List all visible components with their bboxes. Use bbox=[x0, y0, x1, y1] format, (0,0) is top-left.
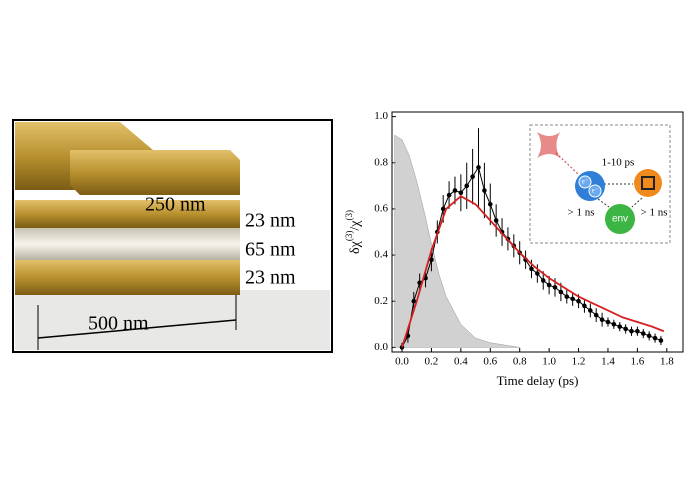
y-tick-label: 0.0 bbox=[374, 341, 388, 353]
data-point bbox=[582, 303, 587, 309]
timescale-label: 1-10 ps bbox=[602, 157, 635, 169]
data-point bbox=[658, 338, 664, 343]
data-point bbox=[593, 312, 599, 318]
illustration: 250 nm 23 nm 65 nm 23 nm 500 nm bbox=[12, 119, 333, 353]
data-point bbox=[646, 333, 652, 339]
data-point bbox=[458, 190, 464, 196]
time-label: > 1 ns bbox=[641, 207, 668, 219]
x-tick-label: 0.8 bbox=[513, 356, 527, 368]
x-tick-label: 1.6 bbox=[631, 356, 645, 368]
y-axis-label-part: δχ bbox=[348, 240, 363, 254]
data-point bbox=[493, 218, 499, 223]
data-point bbox=[611, 322, 617, 327]
gold-layer bbox=[15, 260, 240, 295]
data-point bbox=[623, 326, 628, 332]
dim-label: 23 nm bbox=[245, 210, 296, 232]
data-point bbox=[552, 285, 558, 290]
y-tick-label: 0.6 bbox=[374, 202, 388, 214]
lattice-node bbox=[634, 169, 662, 197]
data-point bbox=[576, 298, 581, 304]
electron bbox=[588, 184, 602, 198]
x-tick-label: 1.2 bbox=[572, 356, 586, 368]
data-point bbox=[635, 328, 640, 334]
dielectric-layer bbox=[15, 228, 240, 260]
substrate bbox=[15, 290, 330, 350]
electron-label: e⁻ bbox=[592, 187, 599, 195]
x-axis-label: Time delay (ps) bbox=[497, 373, 579, 388]
dim-label: 23 nm bbox=[245, 267, 296, 289]
data-point bbox=[570, 296, 575, 302]
data-point bbox=[540, 278, 546, 283]
x-tick-label: 1.4 bbox=[601, 356, 615, 368]
dimension-arrow bbox=[37, 319, 237, 339]
gold-layer bbox=[15, 200, 240, 228]
data-point bbox=[617, 324, 623, 329]
data-point bbox=[546, 282, 552, 288]
data-point bbox=[599, 317, 605, 322]
y-tick-label: 1.0 bbox=[374, 110, 388, 122]
electron bbox=[578, 175, 592, 189]
pump-area bbox=[394, 134, 520, 348]
data-point bbox=[440, 206, 446, 212]
data-point bbox=[411, 298, 417, 304]
data-point bbox=[640, 331, 646, 336]
data-point bbox=[476, 165, 481, 170]
data-point bbox=[464, 183, 470, 189]
y-axis-label-part: (3) bbox=[344, 210, 354, 221]
y-tick-label: 0.8 bbox=[374, 156, 388, 168]
fit-line bbox=[401, 195, 665, 348]
data-point bbox=[535, 271, 540, 276]
electron-label: e⁻ bbox=[582, 178, 589, 186]
env-node bbox=[605, 204, 635, 234]
gold-top-bar bbox=[70, 150, 240, 195]
x-tick-label: 0.0 bbox=[395, 356, 409, 368]
x-tick-label: 0.2 bbox=[425, 356, 439, 368]
pump-pulse-icon bbox=[537, 132, 560, 158]
data-point bbox=[429, 257, 434, 262]
data-point bbox=[529, 266, 534, 272]
data-point bbox=[558, 289, 564, 295]
x-tick-label: 1.8 bbox=[660, 356, 674, 368]
y-axis-label-part: (3) bbox=[344, 231, 354, 242]
x-tick-label: 0.4 bbox=[454, 356, 468, 368]
x-tick-label: 1.0 bbox=[542, 356, 556, 368]
y-tick-label: 0.2 bbox=[374, 295, 388, 307]
env-label: env bbox=[612, 214, 628, 225]
data-point bbox=[629, 328, 634, 334]
inset: e⁻e⁻ env 1-10 ps > 1 ns > 1 ns bbox=[529, 124, 671, 244]
lattice-icon bbox=[641, 176, 655, 190]
data-point bbox=[452, 188, 458, 193]
chart: 0.0 0.2 0.4 0.6 0.8 1.0 1.2 1.4 1.6 1.8 0.0 0.2 0.4 0… bbox=[344, 110, 684, 388]
dim-label: 500 nm bbox=[88, 313, 149, 335]
y-axis-label-part: /χ bbox=[348, 220, 363, 231]
y-axis-label: δχ(3)/χ(3) bbox=[344, 210, 363, 254]
data-point bbox=[487, 202, 493, 207]
dim-label: 250 nm bbox=[145, 194, 206, 216]
y-tick-label: 0.4 bbox=[374, 249, 388, 261]
data-point bbox=[470, 174, 475, 179]
data-point bbox=[652, 335, 658, 341]
dim-label: 65 nm bbox=[245, 239, 296, 261]
arrow bbox=[555, 152, 579, 175]
data-point bbox=[605, 319, 611, 325]
data-point bbox=[482, 188, 487, 193]
data-point bbox=[588, 308, 593, 313]
x-tick-label: 0.6 bbox=[483, 356, 497, 368]
data-point bbox=[446, 192, 452, 198]
plot-frame bbox=[391, 111, 684, 353]
time-label: > 1 ns bbox=[568, 207, 595, 219]
data-point bbox=[564, 294, 570, 299]
